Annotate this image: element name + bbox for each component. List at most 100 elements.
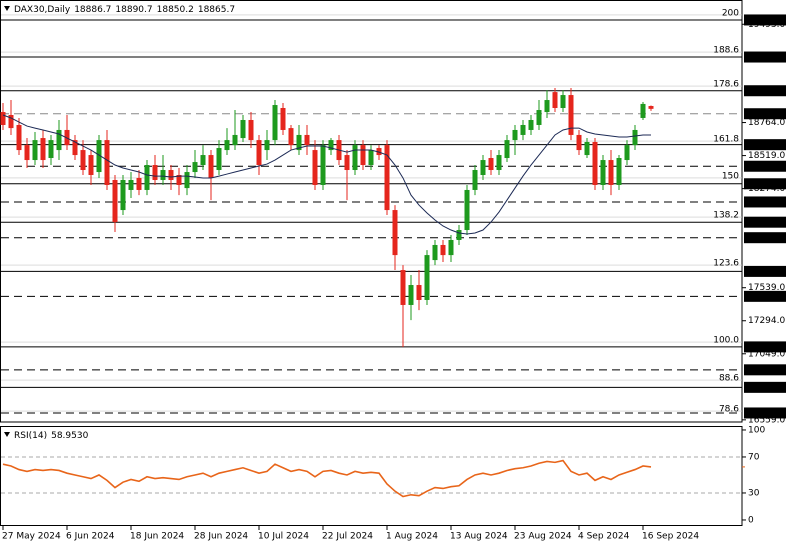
fib-label: 188.6: [713, 46, 739, 56]
level-label: 16930.0: [746, 365, 783, 375]
y-tick-label: 0: [748, 515, 754, 525]
candle-body: [416, 285, 422, 300]
candle-body: [24, 145, 30, 161]
candle-body: [112, 179, 118, 223]
candle-body: [472, 170, 478, 190]
level-box: [744, 14, 786, 26]
x-tick-label: 28 Jun 2024: [194, 532, 248, 542]
rsi-line: [2, 459, 652, 498]
level-label: 18025.0: [746, 218, 783, 228]
y-tick-label: 17294.0: [748, 316, 785, 326]
level-box: [744, 216, 786, 228]
level-label: 18600.0: [746, 140, 783, 150]
header-value: 18890.7: [115, 5, 152, 15]
candle-body: [616, 158, 622, 185]
candle-body: [280, 107, 286, 130]
candle-body: [248, 119, 254, 141]
level-label: 16610.0: [746, 408, 783, 418]
candle-body: [456, 230, 462, 240]
candle-body: [576, 134, 582, 151]
y-tick-label: 17049.0: [748, 349, 785, 359]
candle-body: [408, 285, 414, 305]
candle-body: [192, 162, 198, 173]
y-tick-label: 18519.0: [748, 151, 785, 161]
x-tick-label: 23 Aug 2024: [514, 532, 572, 542]
fib-label: 88.6: [719, 374, 739, 384]
candle-body: [320, 145, 326, 185]
header-value: 18865.7: [198, 5, 235, 15]
level-label: 16800.0: [746, 383, 783, 393]
candle-body: [56, 129, 62, 151]
candle-body: [232, 134, 238, 146]
level-box: [744, 290, 786, 302]
candle-body: [224, 140, 230, 151]
level-label: 18440.0: [746, 162, 783, 172]
y-tick-label: 16559.0: [748, 415, 785, 425]
candle-body: [464, 189, 470, 231]
level-label: 18175.0: [746, 197, 783, 207]
candle-body: [376, 148, 382, 156]
y-tick-label: 18764.0: [748, 118, 785, 128]
candle-body: [352, 145, 358, 171]
y-tick-label: 17539.0: [748, 283, 785, 293]
candle-body: [136, 177, 142, 190]
candle-body: [632, 129, 638, 146]
candle-body: [600, 160, 606, 185]
level-label: 17660.0: [746, 267, 783, 277]
rsi-name: RSI(14): [14, 431, 47, 441]
candle-body: [8, 115, 14, 129]
candle-body: [344, 155, 350, 171]
candle-body: [592, 141, 598, 185]
fib-label: 78.6: [719, 405, 739, 415]
candle-body: [184, 172, 190, 189]
y-tick-label: 100: [748, 425, 765, 435]
candle-body: [640, 103, 646, 118]
candle-body: [176, 175, 182, 185]
candle-body: [584, 141, 590, 156]
fib-label: 200: [722, 8, 739, 18]
fib-label: 123.6: [713, 259, 739, 269]
level-box: [744, 196, 786, 208]
x-tick-label: 1 Aug 2024: [386, 532, 438, 542]
level-box: [744, 139, 786, 151]
rsi-panel: [0, 426, 743, 526]
candle-body: [96, 140, 102, 173]
candle-body: [200, 155, 206, 166]
level-label: 17100.0: [746, 342, 783, 352]
candle-body: [512, 129, 518, 141]
x-tick-label: 16 Sep 2024: [642, 532, 699, 542]
rsi-header: RSI(14) 58.9530: [14, 431, 89, 441]
candle-body: [208, 155, 214, 178]
main-panel: [0, 0, 743, 423]
candle-body: [144, 165, 150, 190]
header-value: 18850.2: [157, 5, 194, 15]
level-box: [744, 364, 786, 376]
candle-body: [392, 210, 398, 256]
chart-header: DAX30,Daily 18886.7 18890.7 18850.2 18865.7: [14, 5, 235, 15]
candle-body: [272, 105, 278, 141]
candle-body: [496, 155, 502, 171]
x-tick-label: 18 Jun 2024: [130, 532, 184, 542]
candle-body: [0, 112, 6, 125]
x-tick-label: 6 Jun 2024: [66, 532, 115, 542]
level-label: 17910.0: [746, 233, 783, 243]
x-tick-label: 22 Jul 2024: [322, 532, 373, 542]
candle-body: [296, 134, 302, 151]
candle-body: [608, 160, 614, 185]
candle-body: [304, 134, 310, 146]
candle-body: [568, 95, 574, 135]
fib-label: 100.0: [713, 336, 739, 346]
candle-body: [432, 244, 438, 261]
fib-label: 138.2: [713, 211, 739, 221]
header-title: DAX30,Daily: [14, 5, 71, 15]
level-box: [744, 265, 786, 277]
current-price-label: 18829.4: [746, 109, 783, 119]
candle-body: [120, 179, 126, 211]
rsi-current: 58.9530: [51, 431, 88, 441]
y-tick-label: 30: [748, 488, 760, 498]
level-box: [744, 407, 786, 419]
candle-body: [400, 270, 406, 305]
candle-body: [168, 170, 174, 180]
